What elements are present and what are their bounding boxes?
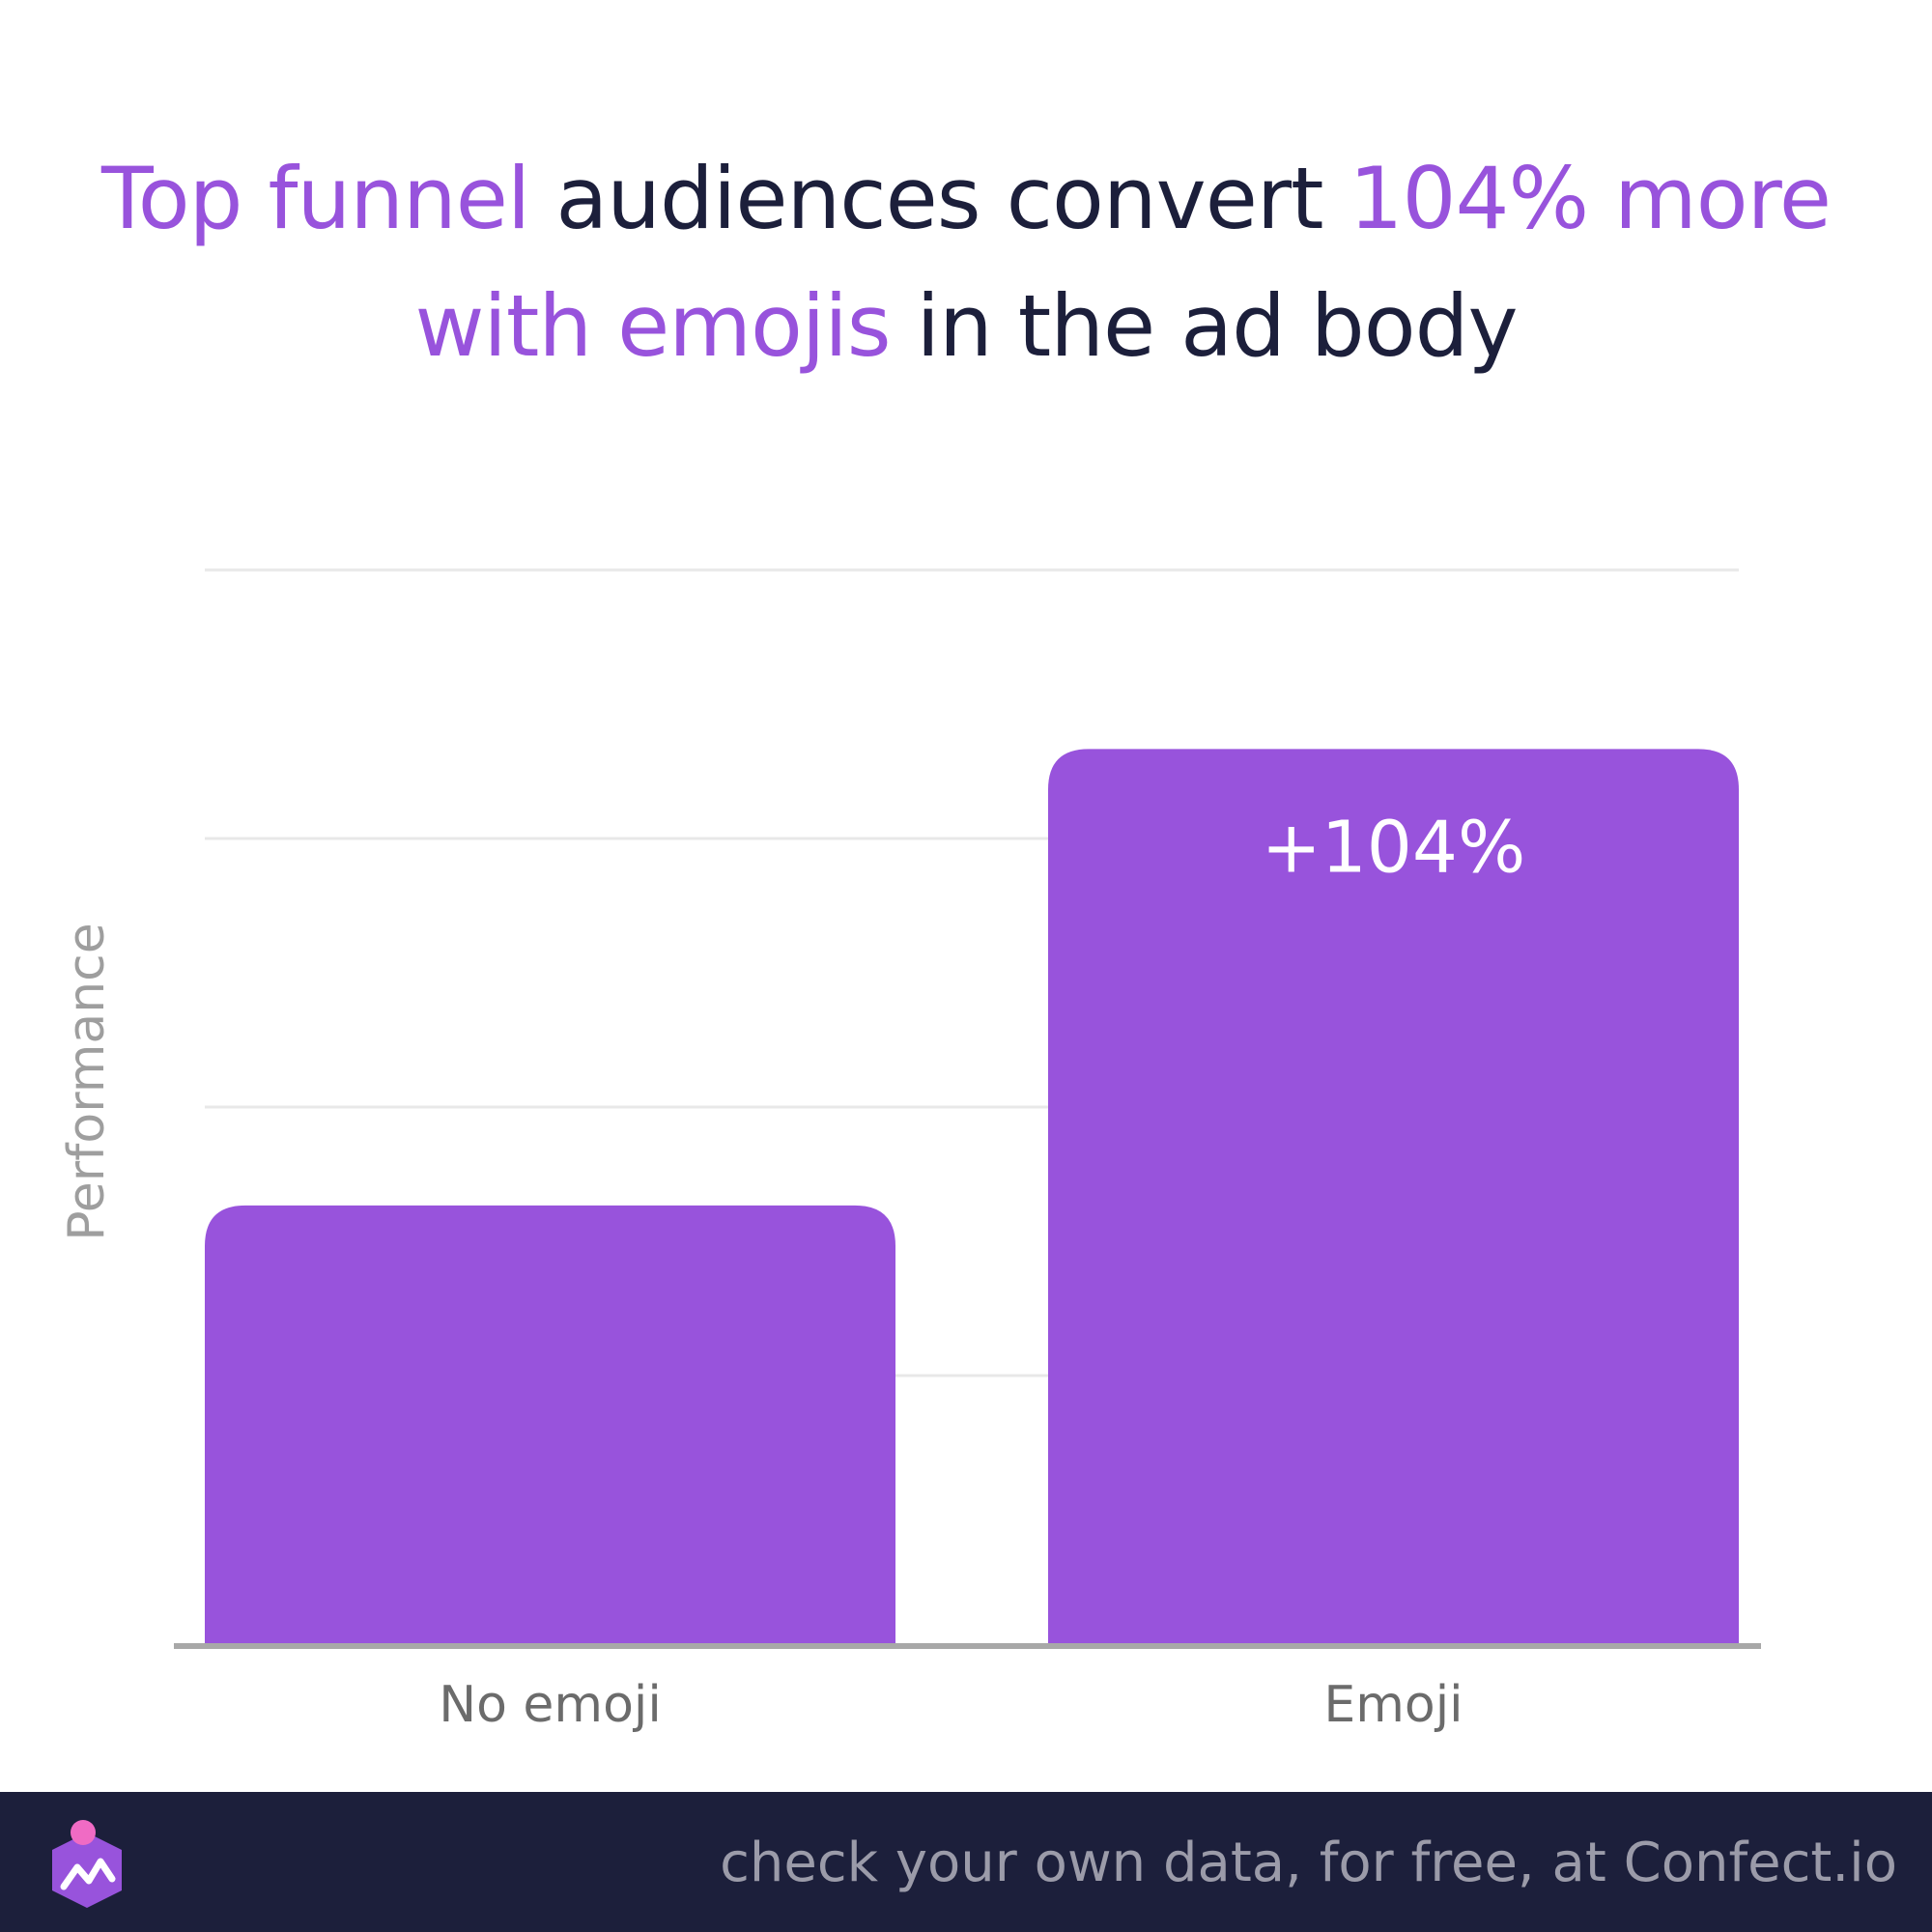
title-segment: in the ad body: [890, 276, 1519, 376]
title-segment: audiences convert: [529, 149, 1350, 248]
bars: [205, 749, 1739, 1644]
title-highlight-segment: Top funnel: [101, 149, 530, 248]
footer-cta-text: check your own data, for free, at Confec…: [720, 1832, 1897, 1894]
bar-no-emoji: [205, 1205, 895, 1644]
x-tick-label: No emoji: [439, 1676, 662, 1734]
bar-emoji: [1048, 749, 1739, 1644]
footer-bar: check your own data, for free, at Confec…: [0, 1792, 1932, 1932]
bar-chart: No emoji Emoji +104% Performance: [58, 568, 1761, 1734]
confect-logo-icon: [52, 1820, 122, 1908]
y-axis-label: Performance: [58, 923, 116, 1241]
x-tick-label: Emoji: [1323, 1676, 1463, 1734]
title-highlight-segment: 104% more: [1349, 149, 1832, 248]
title-highlight-segment: with emojis: [414, 276, 891, 376]
bar-data-label: +104%: [1262, 806, 1526, 889]
chart-title: Top funnel audiences convert 104% more w…: [39, 135, 1893, 390]
labels: No emoji Emoji +104%: [439, 806, 1525, 1734]
